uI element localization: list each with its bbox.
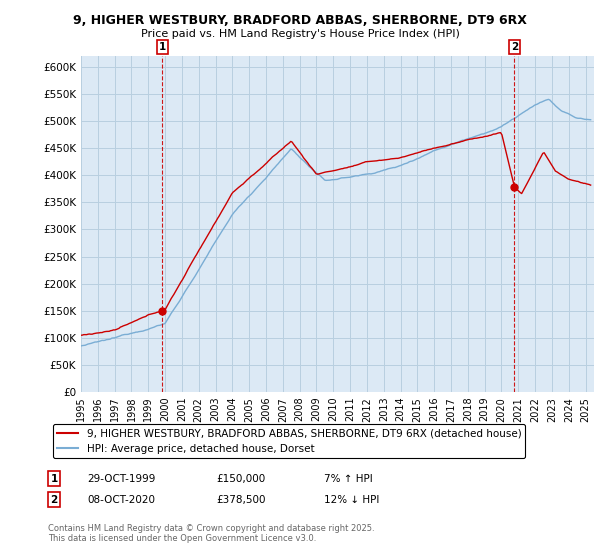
Text: 1: 1 — [50, 474, 58, 484]
Text: Price paid vs. HM Land Registry's House Price Index (HPI): Price paid vs. HM Land Registry's House … — [140, 29, 460, 39]
Text: Contains HM Land Registry data © Crown copyright and database right 2025.
This d: Contains HM Land Registry data © Crown c… — [48, 524, 374, 543]
Text: £378,500: £378,500 — [216, 494, 265, 505]
Text: 29-OCT-1999: 29-OCT-1999 — [87, 474, 155, 484]
Text: 2: 2 — [511, 42, 518, 52]
Text: 9, HIGHER WESTBURY, BRADFORD ABBAS, SHERBORNE, DT9 6RX: 9, HIGHER WESTBURY, BRADFORD ABBAS, SHER… — [73, 14, 527, 27]
Text: 08-OCT-2020: 08-OCT-2020 — [87, 494, 155, 505]
Text: 12% ↓ HPI: 12% ↓ HPI — [324, 494, 379, 505]
Text: 2: 2 — [50, 494, 58, 505]
Text: 1: 1 — [158, 42, 166, 52]
Text: £150,000: £150,000 — [216, 474, 265, 484]
Text: 7% ↑ HPI: 7% ↑ HPI — [324, 474, 373, 484]
Legend: 9, HIGHER WESTBURY, BRADFORD ABBAS, SHERBORNE, DT9 6RX (detached house), HPI: Av: 9, HIGHER WESTBURY, BRADFORD ABBAS, SHER… — [53, 424, 526, 458]
